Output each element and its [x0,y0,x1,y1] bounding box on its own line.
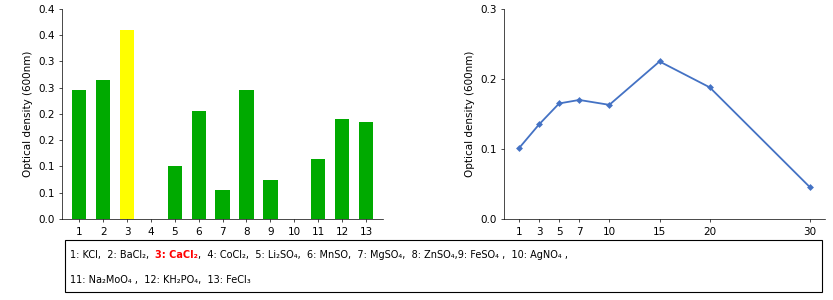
Text: 3: CaCl₂: 3: CaCl₂ [156,250,198,260]
Bar [120,30,134,219]
Bar [239,90,254,219]
Bar [335,119,349,219]
Bar [167,167,182,219]
Bar [192,111,206,219]
Bar [96,80,110,219]
Bar [263,179,277,219]
Y-axis label: Optical density (600nm): Optical density (600nm) [465,51,475,177]
Bar [72,90,87,219]
FancyBboxPatch shape [65,240,822,292]
Bar [359,122,373,219]
Bar [216,190,230,219]
X-axis label: CaCl2 (mmol): CaCl2 (mmol) [629,242,701,252]
Text: ,  4: CoCl₂,  5: Li₂SO₄,  6: MnSO,  7: MgSO₄,  8: ZnSO₄,9: FeSO₄ ,  10: AgNO₄ ,: , 4: CoCl₂, 5: Li₂SO₄, 6: MnSO, 7: MgSO₄… [198,250,568,260]
Text: 11: Na₂MoO₄ ,  12: KH₂PO₄,  13: FeCl₃: 11: Na₂MoO₄ , 12: KH₂PO₄, 13: FeCl₃ [70,275,251,285]
Bar [311,158,326,219]
Text: 1: KCl,  2: BaCl₂,: 1: KCl, 2: BaCl₂, [70,250,156,260]
Y-axis label: Optical density (600nm): Optical density (600nm) [22,51,32,177]
